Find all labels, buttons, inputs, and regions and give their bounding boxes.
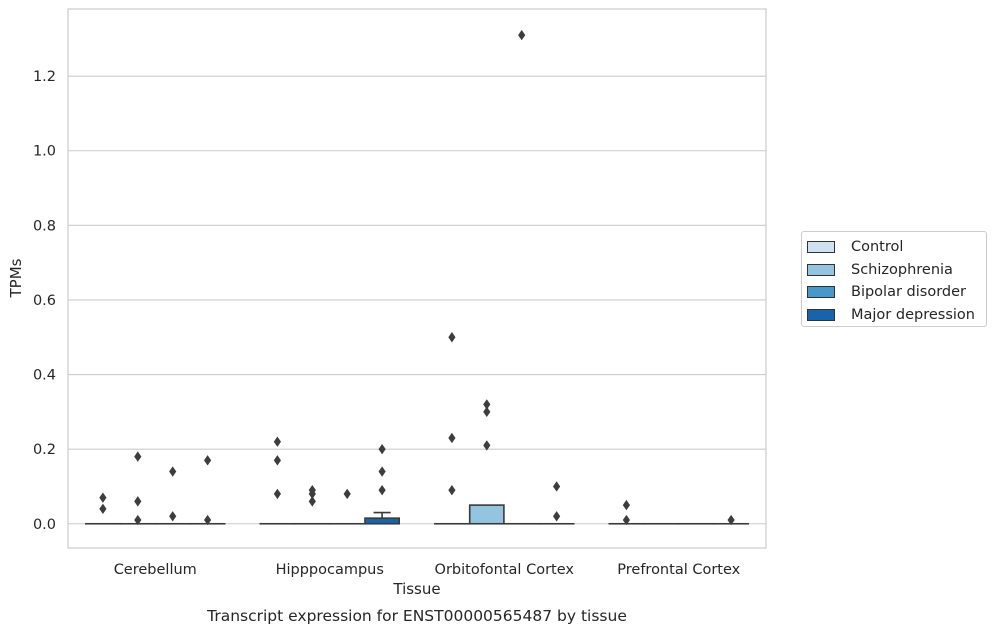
outlier-points [99,29,735,526]
outlier-point [553,511,561,522]
outlier-point [622,499,630,511]
y-tick-label: 0.2 [33,442,56,458]
outlier-point [169,466,177,477]
outlier-point [273,488,281,500]
outlier-point [448,484,456,496]
outlier-point [727,514,735,526]
x-tick-labels: Cerebellum Hipppocampus Orbitofontal Corte… [114,562,741,578]
box-body [468,504,505,525]
plot-area [68,9,766,548]
y-axis-label: TPMs [7,258,25,298]
legend-swatch-control [807,241,835,254]
outlier-point [378,466,386,477]
y-tick-label: 1.2 [33,69,56,85]
legend-item-control: Control [802,236,986,259]
outlier-point [622,514,630,526]
legend-swatch-bipolar-disorder [807,286,835,299]
outlier-point [134,451,142,462]
y-tick-label: 0.4 [33,368,56,384]
outlier-point [518,29,526,41]
outlier-point [204,514,212,526]
outlier-point [378,484,386,496]
x-tick-label: Cerebellum [114,562,197,578]
outlier-point [378,443,386,455]
y-tick-label: 0.6 [33,293,56,309]
chart-title: Transcript expression for ENST0000056548… [206,607,627,625]
legend-label-bipolar-disorder: Bipolar disorder [851,284,966,301]
y-tick-labels: 0.0 0.2 0.4 0.6 0.8 1.0 1.2 [33,69,56,533]
legend-item-bipolar-disorder: Bipolar disorder [802,281,986,304]
outlier-point [308,496,316,507]
box-major-depression-hipppocampus [364,511,401,525]
outlier-point [483,406,491,418]
outlier-point [134,514,142,526]
legend-label-schizophrenia: Schizophrenia [851,261,953,278]
x-tick-label: Hipppocampus [276,562,384,578]
plot-frame [67,8,767,549]
outlier-point [308,484,316,496]
outlier-point [204,455,212,466]
outlier-point [134,496,142,507]
outlier-point [483,440,491,451]
legend-label-major-depression: Major depression [851,306,975,323]
y-tick-label: 1.0 [33,144,56,160]
box-schizophrenia-orbitofontal-cortex [468,504,505,525]
outlier-point [448,332,456,343]
outlier-point [273,455,281,466]
legend-label-control: Control [851,239,904,256]
legend-swatch-schizophrenia [807,263,835,276]
y-tick-label: 0.8 [33,218,56,234]
x-axis-label: Tissue [392,580,440,598]
x-tick-label: Orbitofontal Cortex [435,562,575,578]
y-tick-label: 0.0 [33,517,56,533]
legend-swatch-major-depression [807,308,835,321]
outlier-point [169,511,177,522]
outlier-point [343,488,351,500]
legend-item-major-depression: Major depression [802,304,986,327]
outlier-point [99,492,107,503]
outlier-point [553,481,561,492]
box-body [364,517,401,525]
outlier-point [99,503,107,515]
outlier-point [448,432,456,444]
x-tick-label: Prefrontal Cortex [617,562,740,578]
legend: Control Schizophrenia Bipolar disorder M… [801,231,987,327]
outlier-point [483,399,491,410]
outlier-point [273,436,281,447]
legend-item-schizophrenia: Schizophrenia [802,259,986,282]
